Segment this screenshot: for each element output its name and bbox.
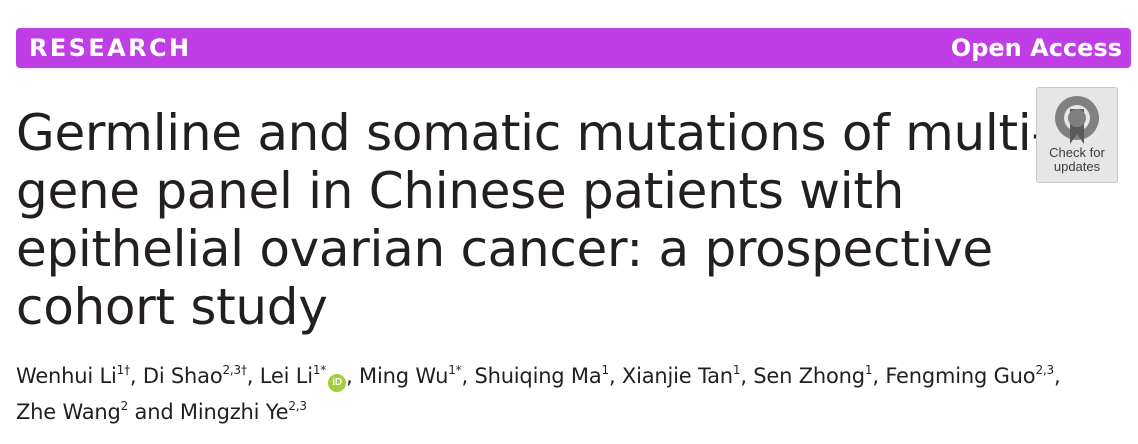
affiliation-marker: 1† (116, 363, 130, 377)
author-line: Zhe Wang2 and Mingzhi Ye2,3 (16, 394, 1126, 430)
author-name-text: Xianjie Tan (621, 364, 733, 388)
author-name-text: Wenhui Li (16, 364, 117, 388)
affiliation-marker: 2,3 (1035, 363, 1054, 377)
author-name-text: Zhe Wang (16, 400, 121, 424)
author-name-text: Lei Li (259, 364, 313, 388)
title-line: Germline and somatic mutations of multi- (16, 104, 1050, 162)
author-name[interactable]: Lei Li1*iD (259, 363, 347, 392)
affiliation-marker: 2,3 (288, 399, 307, 413)
author-line: Wenhui Li1†, Di Shao2,3†, Lei Li1*iD, Mi… (16, 358, 1126, 394)
author-name[interactable]: Wenhui Li1† (16, 364, 130, 388)
title-line: cohort study (16, 278, 328, 336)
check-for-updates-button[interactable]: Check for updates (1036, 87, 1118, 183)
orcid-icon[interactable]: iD (328, 374, 347, 392)
article-title: Germline and somatic mutations of multi-… (16, 104, 1050, 336)
author-list: Wenhui Li1†, Di Shao2,3†, Lei Li1*iD, Mi… (16, 358, 1126, 430)
affiliation-marker: 1* (448, 363, 462, 377)
affiliation-marker: 1 (732, 363, 741, 377)
check-for-updates-label: Check for updates (1049, 145, 1105, 174)
author-name[interactable]: Mingzhi Ye2,3 (180, 400, 307, 424)
author-name[interactable]: Shuiqing Ma1 (474, 364, 609, 388)
author-name-text: Ming Wu (359, 364, 449, 388)
article-type-label: RESEARCH (29, 34, 192, 62)
author-separator: , (461, 364, 475, 388)
author-separator: , (608, 364, 622, 388)
author-name-text: Mingzhi Ye (179, 400, 289, 424)
article-type-banner: RESEARCH Open Access (16, 28, 1131, 68)
affiliation-marker: 2,3† (222, 363, 247, 377)
author-name[interactable]: Xianjie Tan1 (621, 363, 741, 388)
author-separator: , (740, 364, 754, 388)
affiliation-marker: 1* (312, 363, 327, 377)
title-line: epithelial ovarian cancer: a prospective (16, 220, 993, 278)
open-access-label: Open Access (950, 34, 1122, 62)
author-name[interactable]: Ming Wu1* (359, 363, 462, 388)
author-name[interactable]: Fengming Guo2,3 (885, 364, 1054, 388)
author-separator: , (346, 364, 360, 388)
crossmark-icon (1055, 96, 1099, 144)
author-name[interactable]: Sen Zhong1 (753, 364, 872, 388)
author-separator: and (128, 400, 180, 424)
author-name-text: Shuiqing Ma (474, 364, 602, 388)
affiliation-marker: 2 (120, 399, 129, 413)
author-separator: , (246, 364, 260, 388)
author-name-text: Di Shao (142, 364, 223, 388)
author-name-text: Fengming Guo (885, 364, 1036, 388)
author-separator: , (872, 364, 886, 388)
affiliation-marker: 1 (864, 363, 873, 377)
author-name-text: Sen Zhong (753, 364, 865, 388)
author-separator: , (1053, 364, 1061, 388)
author-name[interactable]: Zhe Wang2 (16, 400, 128, 424)
author-separator: , (129, 364, 143, 388)
author-name[interactable]: Di Shao2,3† (143, 364, 247, 388)
title-line: gene panel in Chinese patients with (16, 162, 905, 220)
affiliation-marker: 1 (601, 363, 610, 377)
